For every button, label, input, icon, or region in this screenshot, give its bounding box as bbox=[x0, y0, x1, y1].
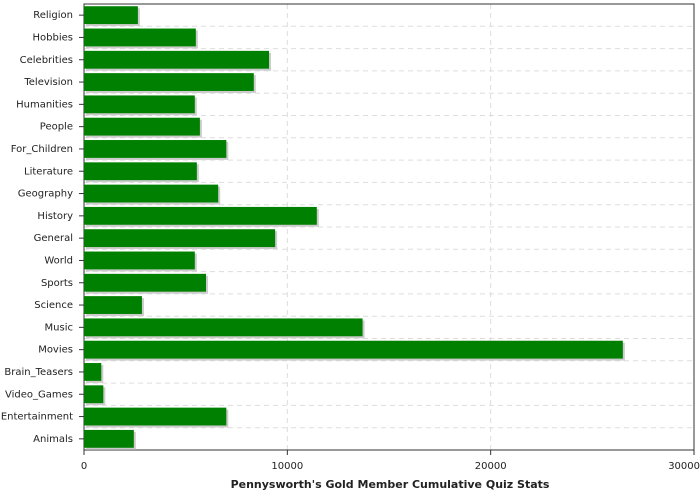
bar bbox=[84, 28, 196, 47]
y-tick-label: Celebrities bbox=[20, 55, 73, 66]
x-tick-label: 20000 bbox=[475, 461, 507, 472]
y-tick-label: History bbox=[37, 211, 73, 222]
y-tick-label: Geography bbox=[18, 189, 73, 200]
bar bbox=[84, 6, 138, 25]
y-tick-label: Literature bbox=[24, 166, 73, 177]
bar bbox=[84, 340, 623, 359]
bar bbox=[84, 50, 270, 69]
bar bbox=[84, 73, 254, 91]
y-tick-label: Science bbox=[34, 300, 73, 311]
plot-frame bbox=[83, 3, 695, 451]
y-tick-label: Religion bbox=[33, 10, 73, 21]
x-tick-label: 30000 bbox=[668, 461, 700, 472]
y-tick-label: Brain_Teasers bbox=[4, 367, 73, 378]
bar bbox=[84, 95, 195, 114]
y-tick-label: Entertainment bbox=[1, 412, 73, 423]
y-tick-label: People bbox=[40, 122, 73, 133]
bar bbox=[84, 318, 363, 337]
bar bbox=[84, 162, 197, 181]
y-tick-label: For_Children bbox=[11, 144, 73, 155]
x-tick-label: 10000 bbox=[271, 461, 303, 472]
y-tick-label: Hobbies bbox=[33, 32, 73, 43]
bar bbox=[84, 407, 227, 426]
y-tick-label: World bbox=[44, 255, 73, 266]
bar bbox=[84, 429, 134, 448]
bar bbox=[84, 140, 227, 158]
bar bbox=[84, 363, 102, 381]
x-tick-label: 0 bbox=[81, 461, 87, 472]
bar bbox=[84, 229, 276, 248]
y-tick-label: Animals bbox=[33, 434, 73, 445]
bar bbox=[84, 117, 200, 136]
bar bbox=[84, 184, 219, 203]
y-tick-label: General bbox=[34, 233, 73, 244]
y-tick-label: Sports bbox=[41, 278, 73, 289]
bar bbox=[84, 251, 195, 270]
y-tick-label: Movies bbox=[38, 345, 73, 356]
bar bbox=[84, 206, 317, 225]
bar bbox=[84, 296, 142, 314]
bar bbox=[84, 385, 104, 404]
y-tick-label: Music bbox=[45, 322, 73, 333]
bar bbox=[84, 273, 206, 292]
x-axis-title: Pennysworth's Gold Member Cumulative Qui… bbox=[231, 478, 550, 491]
y-tick-label: Humanities bbox=[16, 99, 73, 110]
y-tick-label: Video_Games bbox=[5, 389, 73, 400]
y-tick-label: Television bbox=[23, 77, 73, 88]
